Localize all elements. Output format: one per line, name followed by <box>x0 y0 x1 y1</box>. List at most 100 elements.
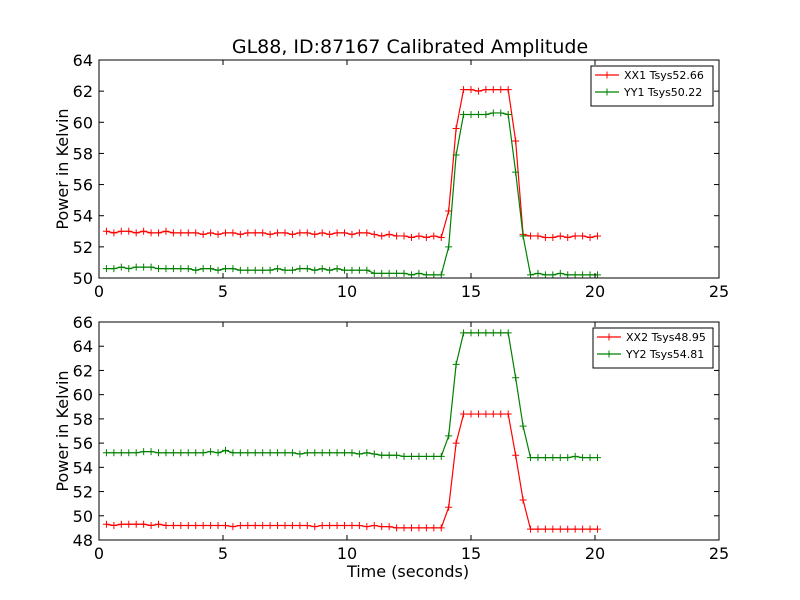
data-point <box>445 432 453 440</box>
data-point <box>504 329 512 337</box>
data-point <box>192 266 200 274</box>
data-point <box>363 229 371 237</box>
legend-label: XX2 Tsys48.95 <box>626 331 706 344</box>
data-point <box>415 232 423 240</box>
data-point <box>527 232 535 240</box>
data-point <box>221 265 229 273</box>
data-point <box>162 449 170 457</box>
data-point <box>274 449 282 457</box>
data-point <box>489 410 497 418</box>
data-point <box>571 232 579 240</box>
data-point <box>534 525 542 533</box>
data-point <box>311 449 319 457</box>
data-point <box>303 449 311 457</box>
data-point <box>184 229 192 237</box>
y-tick-label: 56 <box>73 176 93 195</box>
data-point <box>207 229 215 237</box>
data-point <box>281 266 289 274</box>
x-tick-label: 10 <box>337 544 357 563</box>
data-point <box>236 521 244 529</box>
data-point <box>348 449 356 457</box>
chart-title: GL88, ID:87167 Calibrated Amplitude <box>232 36 588 58</box>
x-axis-label: Time (seconds) <box>346 562 469 581</box>
data-point <box>251 449 259 457</box>
data-point <box>192 229 200 237</box>
data-point <box>460 410 468 418</box>
data-point <box>259 449 267 457</box>
data-point <box>117 263 125 271</box>
data-point <box>571 452 579 460</box>
data-point <box>147 448 155 456</box>
data-point <box>125 227 133 235</box>
data-point <box>385 269 393 277</box>
data-point <box>460 329 468 337</box>
data-point <box>207 521 215 529</box>
data-point <box>251 229 259 237</box>
data-point <box>452 439 460 447</box>
data-point <box>407 524 415 532</box>
data-point <box>311 266 319 274</box>
data-point <box>497 329 505 337</box>
y-tick-label: 64 <box>73 51 93 70</box>
data-point <box>214 266 222 274</box>
data-point <box>355 266 363 274</box>
x-tick-label: 15 <box>461 544 481 563</box>
data-point <box>534 232 542 240</box>
data-point <box>534 269 542 277</box>
data-point <box>296 265 304 273</box>
data-point <box>467 111 475 118</box>
data-point <box>214 521 222 529</box>
x-tick-label: 20 <box>585 282 605 301</box>
legend-box <box>592 327 714 369</box>
data-point <box>489 86 497 94</box>
data-point <box>363 523 371 531</box>
data-point <box>437 524 445 532</box>
data-point <box>244 266 252 274</box>
data-point <box>266 449 274 457</box>
data-point <box>593 232 601 240</box>
data-point <box>177 265 185 273</box>
data-point <box>199 230 207 238</box>
data-point <box>355 229 363 237</box>
data-point <box>393 451 401 459</box>
data-point <box>579 232 587 240</box>
data-point <box>556 269 564 277</box>
data-point <box>541 525 549 533</box>
data-point <box>571 271 579 279</box>
data-point <box>199 449 207 457</box>
data-point <box>422 234 430 242</box>
data-point <box>378 269 386 277</box>
data-point <box>125 265 133 273</box>
data-point <box>474 87 482 95</box>
data-point <box>348 230 356 238</box>
data-point <box>221 521 229 529</box>
bottom-panel: 0 5 10 15 20 25 48 50 52 54 56 58 60 62 64 66 Power in K… <box>53 313 729 581</box>
data-point <box>318 449 326 457</box>
data-point <box>281 449 289 457</box>
data-point <box>333 449 341 457</box>
data-point <box>579 525 587 533</box>
data-point <box>102 449 110 457</box>
data-point <box>333 521 341 529</box>
data-point <box>140 520 148 528</box>
data-point <box>169 449 177 457</box>
data-point <box>236 266 244 274</box>
data-point <box>474 111 482 118</box>
data-point <box>586 525 594 533</box>
data-point <box>229 265 237 273</box>
y-tick-label: 48 <box>73 531 93 550</box>
data-point <box>393 232 401 240</box>
data-point <box>504 410 512 418</box>
data-point <box>177 229 185 237</box>
data-point <box>549 271 557 279</box>
data-point <box>586 454 594 462</box>
data-point <box>474 329 482 337</box>
data-point <box>407 271 415 279</box>
x-tick-label: 25 <box>709 282 729 301</box>
data-point <box>541 234 549 242</box>
data-point <box>437 452 445 460</box>
data-point <box>110 229 118 237</box>
data-point <box>504 111 512 118</box>
data-point <box>221 446 229 454</box>
y-tick-label: 52 <box>73 483 93 502</box>
